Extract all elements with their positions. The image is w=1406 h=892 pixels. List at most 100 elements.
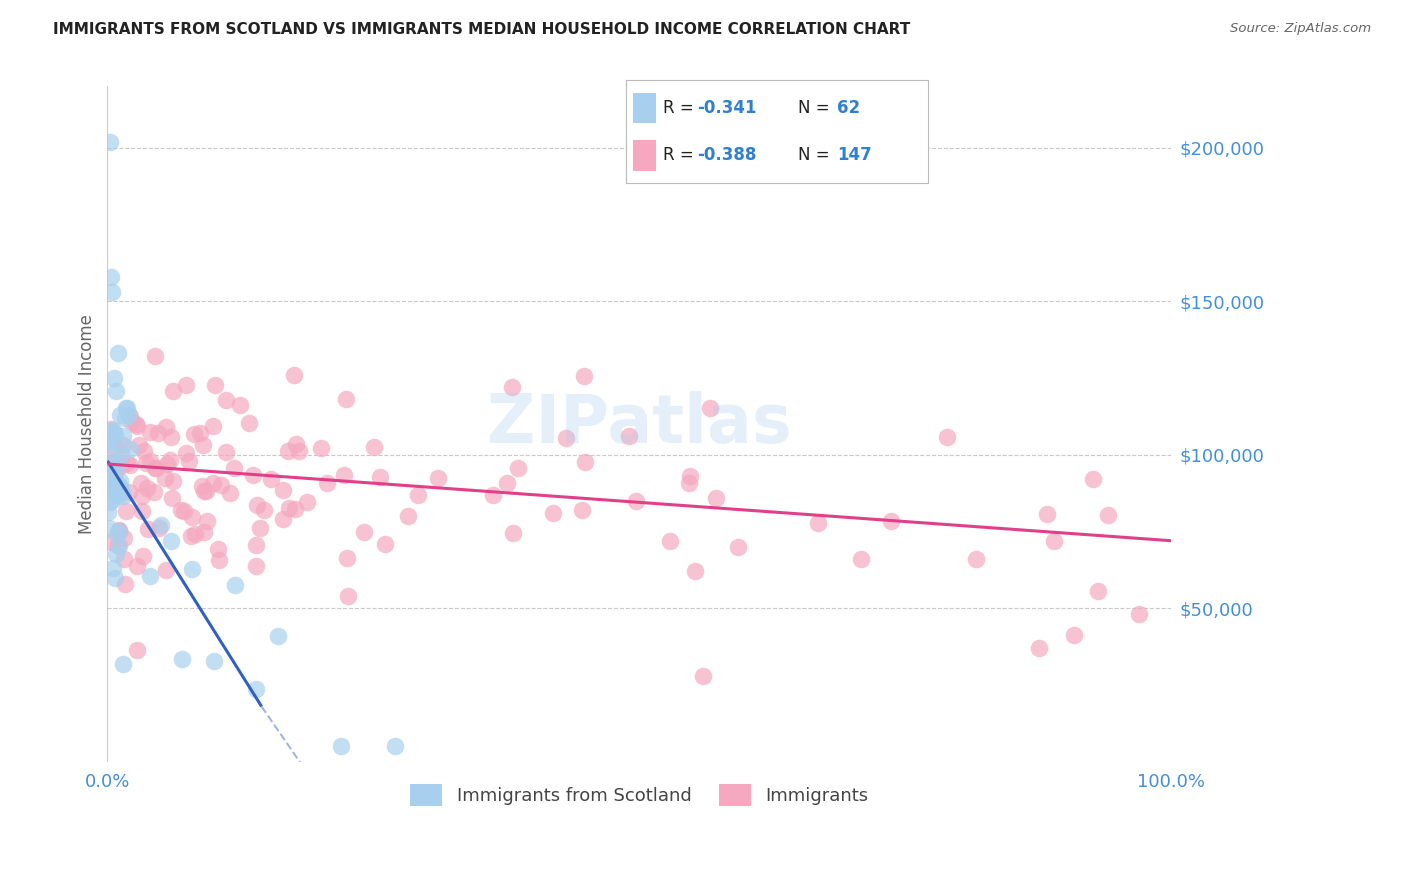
- Point: [204, 377, 226, 392]
- Point: [98, 434, 121, 449]
- Point: [202, 654, 225, 668]
- Point: [103, 561, 125, 575]
- Point: [139, 569, 162, 583]
- Point: [98, 135, 121, 149]
- Point: [374, 536, 396, 550]
- Point: [408, 488, 430, 502]
- Point: [295, 495, 318, 509]
- Point: [181, 562, 204, 576]
- Point: [100, 456, 122, 470]
- Point: [124, 417, 146, 431]
- Point: [107, 538, 129, 552]
- Point: [283, 368, 305, 382]
- Point: [160, 533, 183, 548]
- Point: [146, 425, 169, 440]
- Point: [108, 523, 131, 537]
- Point: [97, 521, 120, 535]
- Point: [118, 484, 141, 499]
- Point: [174, 446, 197, 460]
- Point: [335, 392, 357, 406]
- Point: [118, 409, 141, 423]
- Point: [104, 465, 127, 479]
- Point: [98, 430, 121, 444]
- Bar: [633, 140, 655, 170]
- Point: [181, 510, 204, 524]
- Point: [100, 467, 122, 482]
- Text: N =: N =: [799, 99, 835, 117]
- Point: [678, 469, 700, 483]
- Point: [112, 657, 135, 671]
- Point: [207, 542, 229, 557]
- Point: [125, 643, 148, 657]
- Point: [215, 392, 238, 407]
- Point: [100, 464, 122, 478]
- Point: [191, 479, 214, 493]
- Point: [101, 482, 124, 496]
- Point: [159, 453, 181, 467]
- Point: [135, 481, 157, 495]
- Point: [278, 500, 301, 515]
- Point: [145, 461, 167, 475]
- Point: [658, 534, 681, 549]
- Point: [103, 445, 125, 459]
- Point: [1128, 607, 1150, 622]
- Point: [180, 528, 202, 542]
- Point: [111, 429, 134, 443]
- Point: [114, 410, 136, 425]
- Point: [112, 551, 135, 566]
- Point: [100, 424, 122, 438]
- Point: [118, 409, 141, 423]
- Point: [807, 516, 830, 530]
- Point: [284, 501, 307, 516]
- Point: [103, 423, 125, 437]
- Point: [108, 408, 131, 422]
- Point: [100, 269, 122, 284]
- Point: [100, 467, 122, 481]
- Point: [105, 484, 128, 499]
- Point: [311, 442, 333, 456]
- Point: [100, 285, 122, 299]
- Point: [170, 503, 193, 517]
- Point: [97, 467, 120, 482]
- Point: [111, 438, 134, 452]
- Point: [288, 444, 311, 458]
- Point: [97, 505, 120, 519]
- Point: [139, 425, 162, 440]
- Point: [114, 576, 136, 591]
- Point: [127, 418, 149, 433]
- Point: [330, 739, 353, 754]
- Text: -0.388: -0.388: [697, 146, 756, 164]
- Point: [120, 458, 142, 472]
- Point: [103, 458, 125, 472]
- Point: [678, 475, 700, 490]
- Text: R =: R =: [664, 146, 699, 164]
- Point: [155, 419, 177, 434]
- Point: [115, 401, 138, 416]
- Point: [103, 371, 125, 385]
- Point: [208, 552, 231, 566]
- Point: [253, 502, 276, 516]
- Point: [502, 525, 524, 540]
- Point: [543, 506, 565, 520]
- Point: [120, 442, 142, 457]
- Point: [184, 527, 207, 541]
- Point: [97, 472, 120, 486]
- Point: [143, 461, 166, 475]
- Point: [238, 416, 260, 430]
- Point: [108, 539, 131, 553]
- Point: [271, 512, 294, 526]
- Point: [683, 564, 706, 578]
- Legend: Immigrants from Scotland, Immigrants: Immigrants from Scotland, Immigrants: [402, 777, 876, 814]
- Point: [571, 503, 593, 517]
- Point: [112, 531, 135, 545]
- Point: [224, 577, 246, 591]
- Point: [193, 525, 215, 540]
- Point: [336, 550, 359, 565]
- Point: [143, 349, 166, 363]
- Point: [108, 524, 131, 538]
- Point: [132, 444, 155, 458]
- Point: [104, 571, 127, 585]
- Point: [121, 415, 143, 429]
- Point: [336, 589, 359, 603]
- Point: [132, 549, 155, 564]
